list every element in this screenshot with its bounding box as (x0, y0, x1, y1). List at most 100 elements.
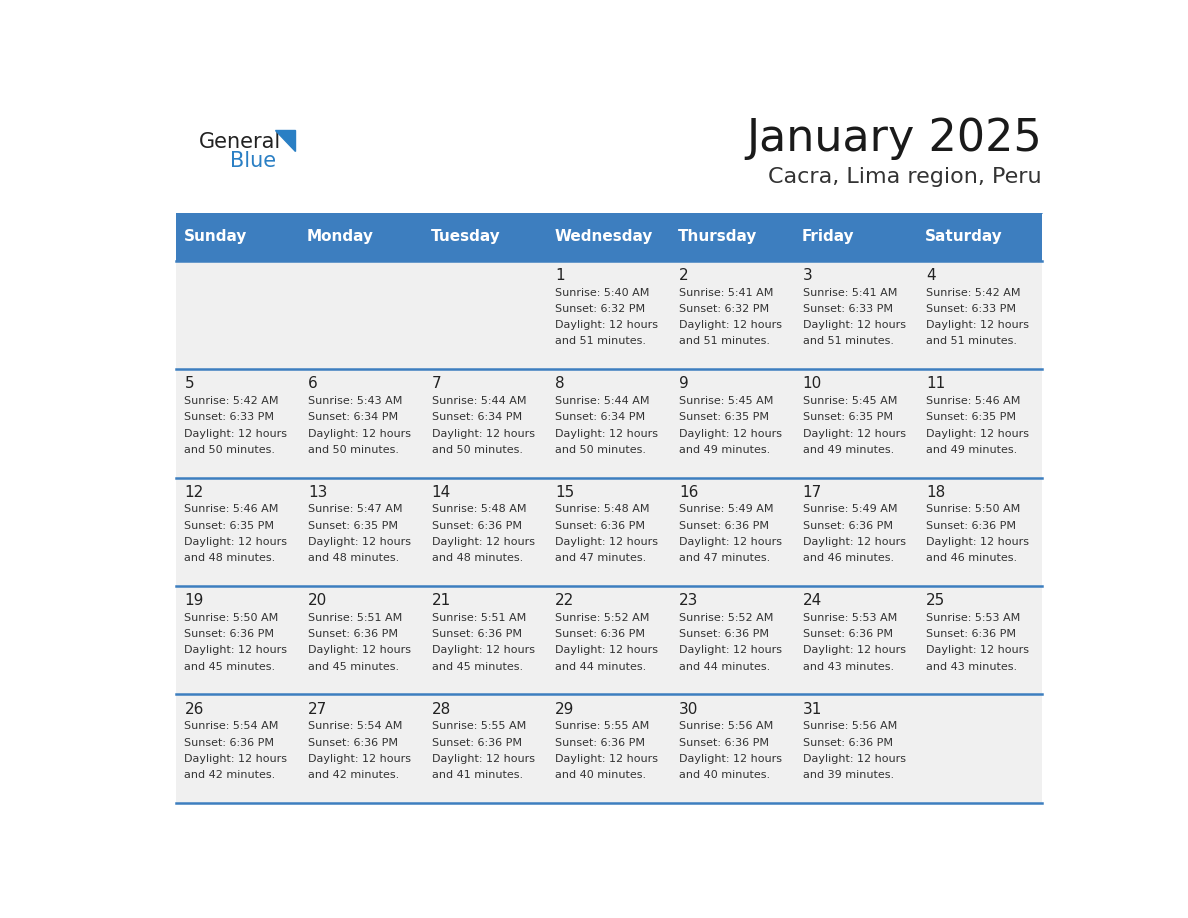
Text: 8: 8 (555, 376, 565, 391)
Text: 12: 12 (184, 485, 203, 499)
Bar (671, 477, 795, 586)
Text: 29: 29 (555, 701, 575, 717)
Text: Daylight: 12 hours: Daylight: 12 hours (803, 320, 905, 330)
Text: General: General (200, 132, 282, 152)
Text: Sunset: 6:36 PM: Sunset: 6:36 PM (555, 737, 645, 747)
Text: Sunrise: 5:51 AM: Sunrise: 5:51 AM (431, 613, 526, 623)
Text: 21: 21 (431, 593, 451, 608)
Text: and 50 minutes.: and 50 minutes. (555, 445, 646, 454)
Text: Daylight: 12 hours: Daylight: 12 hours (555, 320, 658, 330)
Text: Daylight: 12 hours: Daylight: 12 hours (555, 754, 658, 764)
Text: 25: 25 (927, 593, 946, 608)
Text: Daylight: 12 hours: Daylight: 12 hours (431, 645, 535, 655)
Text: and 48 minutes.: and 48 minutes. (431, 554, 523, 564)
Text: Daylight: 12 hours: Daylight: 12 hours (184, 754, 287, 764)
Bar (671, 213, 795, 261)
Text: Sunset: 6:36 PM: Sunset: 6:36 PM (927, 629, 1016, 639)
Text: Sunrise: 5:50 AM: Sunrise: 5:50 AM (184, 613, 279, 623)
Text: Sunrise: 5:46 AM: Sunrise: 5:46 AM (184, 505, 279, 514)
Bar (423, 213, 546, 261)
Text: Daylight: 12 hours: Daylight: 12 hours (803, 429, 905, 439)
Text: Sunrise: 5:49 AM: Sunrise: 5:49 AM (803, 505, 897, 514)
Text: January 2025: January 2025 (746, 117, 1042, 160)
Text: Thursday: Thursday (678, 230, 758, 244)
Text: Sunrise: 5:55 AM: Sunrise: 5:55 AM (555, 722, 650, 732)
Bar (299, 213, 423, 261)
Text: Daylight: 12 hours: Daylight: 12 hours (680, 320, 782, 330)
Text: Daylight: 12 hours: Daylight: 12 hours (555, 429, 658, 439)
Bar (918, 213, 1042, 261)
Bar (546, 586, 671, 694)
Bar (671, 261, 795, 369)
Bar (795, 213, 918, 261)
Text: Daylight: 12 hours: Daylight: 12 hours (308, 537, 411, 547)
Text: Sunset: 6:36 PM: Sunset: 6:36 PM (184, 629, 274, 639)
Text: Friday: Friday (802, 230, 854, 244)
Text: and 50 minutes.: and 50 minutes. (308, 445, 399, 454)
Text: Sunset: 6:32 PM: Sunset: 6:32 PM (555, 304, 645, 314)
Bar (176, 694, 299, 803)
Text: and 51 minutes.: and 51 minutes. (555, 336, 646, 346)
Text: Tuesday: Tuesday (431, 230, 500, 244)
Text: 14: 14 (431, 485, 451, 499)
Text: 31: 31 (803, 701, 822, 717)
Text: and 49 minutes.: and 49 minutes. (803, 445, 893, 454)
Text: Sunrise: 5:48 AM: Sunrise: 5:48 AM (555, 505, 650, 514)
Text: Daylight: 12 hours: Daylight: 12 hours (184, 537, 287, 547)
Text: Sunrise: 5:53 AM: Sunrise: 5:53 AM (927, 613, 1020, 623)
Text: Daylight: 12 hours: Daylight: 12 hours (927, 645, 1029, 655)
Text: and 48 minutes.: and 48 minutes. (184, 554, 276, 564)
Text: Sunset: 6:35 PM: Sunset: 6:35 PM (680, 412, 769, 422)
Text: Sunrise: 5:44 AM: Sunrise: 5:44 AM (555, 396, 650, 406)
Text: Daylight: 12 hours: Daylight: 12 hours (803, 645, 905, 655)
Text: Daylight: 12 hours: Daylight: 12 hours (680, 537, 782, 547)
Text: Sunrise: 5:52 AM: Sunrise: 5:52 AM (680, 613, 773, 623)
Text: 1: 1 (555, 268, 565, 283)
Text: and 49 minutes.: and 49 minutes. (927, 445, 1017, 454)
Text: Daylight: 12 hours: Daylight: 12 hours (431, 537, 535, 547)
Text: Sunset: 6:34 PM: Sunset: 6:34 PM (431, 412, 522, 422)
Text: Wednesday: Wednesday (555, 230, 652, 244)
Text: and 45 minutes.: and 45 minutes. (431, 662, 523, 672)
Text: Sunrise: 5:42 AM: Sunrise: 5:42 AM (927, 287, 1020, 297)
Text: and 41 minutes.: and 41 minutes. (431, 770, 523, 780)
Text: and 51 minutes.: and 51 minutes. (803, 336, 893, 346)
Bar (671, 586, 795, 694)
Text: 13: 13 (308, 485, 328, 499)
Text: 11: 11 (927, 376, 946, 391)
Text: 3: 3 (803, 268, 813, 283)
Text: Daylight: 12 hours: Daylight: 12 hours (927, 429, 1029, 439)
Text: and 45 minutes.: and 45 minutes. (184, 662, 276, 672)
Text: Sunset: 6:34 PM: Sunset: 6:34 PM (308, 412, 398, 422)
Text: Daylight: 12 hours: Daylight: 12 hours (184, 645, 287, 655)
Text: Sunset: 6:35 PM: Sunset: 6:35 PM (927, 412, 1016, 422)
Bar (546, 369, 671, 477)
Text: Blue: Blue (229, 151, 276, 171)
Text: and 51 minutes.: and 51 minutes. (927, 336, 1017, 346)
Text: Sunrise: 5:44 AM: Sunrise: 5:44 AM (431, 396, 526, 406)
Text: 5: 5 (184, 376, 194, 391)
Bar (546, 261, 671, 369)
Text: Daylight: 12 hours: Daylight: 12 hours (803, 537, 905, 547)
Text: Sunrise: 5:52 AM: Sunrise: 5:52 AM (555, 613, 650, 623)
Text: Cacra, Lima region, Peru: Cacra, Lima region, Peru (767, 167, 1042, 187)
Text: Daylight: 12 hours: Daylight: 12 hours (680, 429, 782, 439)
Text: Sunrise: 5:48 AM: Sunrise: 5:48 AM (431, 505, 526, 514)
Text: Sunset: 6:33 PM: Sunset: 6:33 PM (927, 304, 1016, 314)
Text: Sunrise: 5:55 AM: Sunrise: 5:55 AM (431, 722, 526, 732)
Text: 30: 30 (680, 701, 699, 717)
Text: Sunset: 6:36 PM: Sunset: 6:36 PM (555, 521, 645, 531)
Text: Sunrise: 5:41 AM: Sunrise: 5:41 AM (680, 287, 773, 297)
Text: Daylight: 12 hours: Daylight: 12 hours (680, 645, 782, 655)
Text: Sunset: 6:33 PM: Sunset: 6:33 PM (184, 412, 274, 422)
Text: Sunrise: 5:49 AM: Sunrise: 5:49 AM (680, 505, 773, 514)
Text: and 40 minutes.: and 40 minutes. (680, 770, 770, 780)
Text: and 42 minutes.: and 42 minutes. (184, 770, 276, 780)
Text: Daylight: 12 hours: Daylight: 12 hours (680, 754, 782, 764)
Text: Saturday: Saturday (925, 230, 1003, 244)
Text: Sunset: 6:36 PM: Sunset: 6:36 PM (184, 737, 274, 747)
Text: Daylight: 12 hours: Daylight: 12 hours (308, 429, 411, 439)
Text: 4: 4 (927, 268, 936, 283)
Text: Sunset: 6:36 PM: Sunset: 6:36 PM (927, 521, 1016, 531)
Text: Sunset: 6:36 PM: Sunset: 6:36 PM (431, 629, 522, 639)
